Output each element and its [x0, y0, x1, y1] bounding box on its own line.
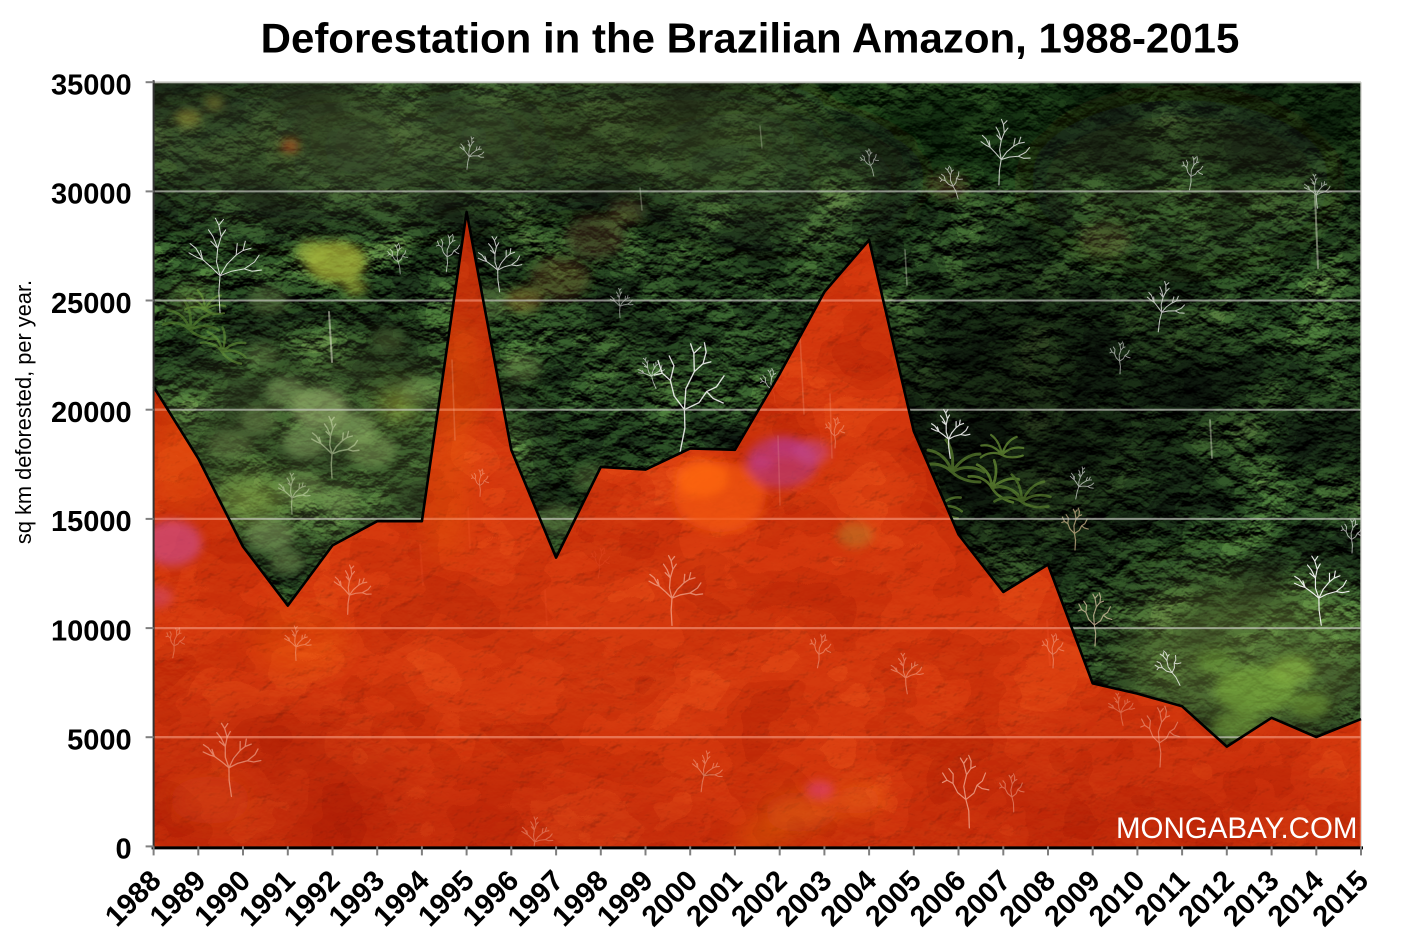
svg-text:MONGABAY.COM: MONGABAY.COM [1116, 812, 1358, 845]
svg-text:sq km deforested, per year.: sq km deforested, per year. [11, 280, 36, 544]
svg-text:20000: 20000 [51, 397, 132, 429]
svg-text:Deforestation in the Brazilian: Deforestation in the Brazilian Amazon, 1… [261, 15, 1240, 62]
svg-text:10000: 10000 [51, 615, 132, 647]
svg-text:0: 0 [115, 834, 131, 866]
svg-text:25000: 25000 [51, 288, 132, 320]
svg-text:30000: 30000 [51, 179, 132, 211]
svg-text:5000: 5000 [67, 725, 132, 757]
svg-text:15000: 15000 [51, 506, 132, 538]
svg-text:35000: 35000 [51, 70, 132, 102]
